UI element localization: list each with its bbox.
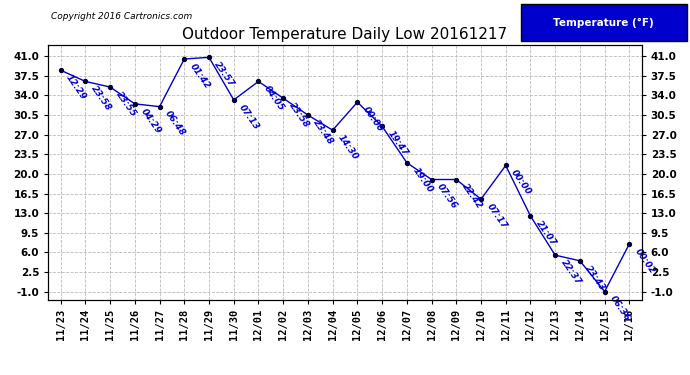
Text: 22:42: 22:42 bbox=[460, 182, 484, 211]
Text: 23:57: 23:57 bbox=[213, 60, 237, 89]
Text: 23:58: 23:58 bbox=[89, 84, 113, 113]
Text: 21:07: 21:07 bbox=[534, 219, 558, 248]
Text: 04:05: 04:05 bbox=[262, 84, 286, 113]
Text: 23:58: 23:58 bbox=[287, 101, 310, 130]
Point bbox=[228, 97, 239, 103]
Text: 00:00: 00:00 bbox=[509, 168, 533, 197]
Point bbox=[204, 54, 215, 60]
Text: 07:56: 07:56 bbox=[435, 182, 459, 211]
Text: 19:47: 19:47 bbox=[386, 129, 410, 158]
Text: 12:29: 12:29 bbox=[64, 73, 88, 102]
Point bbox=[327, 127, 338, 133]
Text: 06:36: 06:36 bbox=[609, 294, 632, 323]
Point bbox=[80, 78, 91, 84]
Point bbox=[402, 160, 413, 166]
Point bbox=[550, 252, 561, 258]
Text: 00:02: 00:02 bbox=[633, 247, 657, 275]
Point bbox=[105, 84, 116, 90]
Text: 01:42: 01:42 bbox=[188, 62, 212, 90]
Point bbox=[302, 112, 313, 118]
Point bbox=[154, 104, 165, 110]
Text: 04:29: 04:29 bbox=[139, 106, 162, 135]
Point bbox=[426, 177, 437, 183]
Text: 14:30: 14:30 bbox=[336, 133, 360, 162]
Point bbox=[179, 56, 190, 62]
Point bbox=[624, 241, 635, 247]
Text: Temperature (°F): Temperature (°F) bbox=[553, 18, 654, 27]
Text: 23:43: 23:43 bbox=[584, 264, 607, 292]
Title: Outdoor Temperature Daily Low 20161217: Outdoor Temperature Daily Low 20161217 bbox=[182, 27, 508, 42]
Point bbox=[55, 67, 66, 73]
Text: 06:48: 06:48 bbox=[164, 110, 187, 138]
Text: 22:37: 22:37 bbox=[559, 258, 582, 286]
Point bbox=[352, 99, 363, 105]
Point bbox=[525, 213, 536, 219]
Point bbox=[574, 258, 585, 264]
Point bbox=[500, 162, 511, 168]
Point bbox=[475, 196, 486, 202]
Text: 07:17: 07:17 bbox=[484, 202, 509, 231]
Point bbox=[451, 177, 462, 183]
Text: 23:55: 23:55 bbox=[114, 90, 137, 118]
Text: Copyright 2016 Cartronics.com: Copyright 2016 Cartronics.com bbox=[51, 12, 193, 21]
Point bbox=[599, 289, 610, 295]
Text: 07:13: 07:13 bbox=[237, 103, 262, 131]
Point bbox=[129, 101, 140, 107]
Text: 00:00: 00:00 bbox=[361, 105, 385, 134]
Point bbox=[277, 95, 288, 101]
Point bbox=[253, 78, 264, 84]
Point bbox=[377, 123, 388, 129]
Text: 19:00: 19:00 bbox=[411, 165, 434, 194]
Text: 23:48: 23:48 bbox=[312, 118, 335, 147]
